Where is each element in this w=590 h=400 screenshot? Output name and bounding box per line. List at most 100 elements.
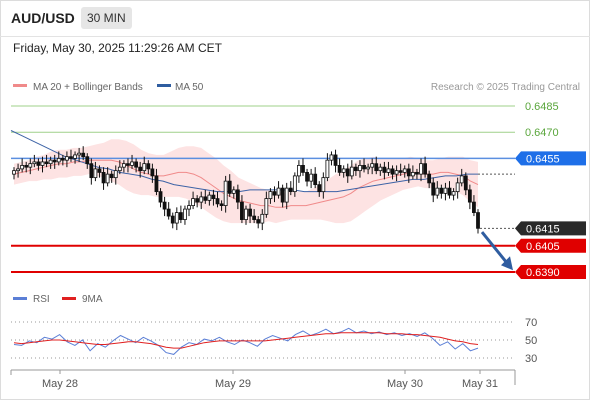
- bearish-candle-body: [431, 182, 436, 196]
- chart-datetime: Friday, May 30, 2025 11:29:26 AM CET: [13, 41, 222, 55]
- bullish-candle-body: [56, 158, 61, 163]
- bullish-candle-body: [378, 166, 383, 172]
- bullish-candle-body: [191, 198, 195, 206]
- current-price-tag: [515, 221, 586, 236]
- candle: [386, 161, 391, 176]
- candle: [313, 167, 318, 189]
- candle: [77, 147, 82, 162]
- bearish-candle-body: [463, 175, 468, 191]
- candle: [443, 182, 448, 201]
- bearish-candle-body: [44, 161, 49, 165]
- bearish-candle-body: [337, 165, 342, 173]
- bearish-candle-body: [467, 189, 472, 203]
- candle: [117, 160, 122, 175]
- candle: [406, 163, 411, 183]
- legend-label-ma20: MA 20 + Bollinger Bands: [33, 82, 143, 93]
- level-label: 0.6405: [526, 241, 560, 253]
- candle: [227, 174, 232, 197]
- bullish-candle-body: [370, 163, 375, 168]
- x-axis-tick-label: May 29: [215, 378, 251, 390]
- candle: [345, 163, 350, 183]
- candle: [467, 184, 472, 210]
- bullish-candle-body: [183, 208, 187, 220]
- level-label: 0.6455: [526, 153, 560, 165]
- candle: [142, 156, 147, 175]
- bullish-candle-body: [20, 165, 25, 170]
- candle: [69, 149, 73, 162]
- bullish-candle-body: [199, 196, 204, 203]
- bearish-candle-body: [406, 168, 411, 177]
- candle: [248, 203, 252, 224]
- bullish-candle-body: [455, 182, 460, 193]
- x-axis-tick-label: May 31: [462, 378, 498, 390]
- candle: [419, 158, 423, 182]
- bearish-candle-body: [305, 171, 309, 182]
- bearish-candle-body: [101, 171, 106, 184]
- support-level-tag: [515, 238, 586, 253]
- bearish-candle-body: [362, 165, 366, 170]
- candle: [130, 154, 134, 169]
- candle: [223, 175, 228, 213]
- bullish-candle-body: [394, 170, 399, 175]
- bearish-candle-body: [256, 219, 261, 224]
- x-axis-tick-label: May 28: [42, 378, 78, 390]
- bullish-candle-body: [419, 163, 423, 175]
- bullish-candle-body: [341, 168, 346, 173]
- bearish-candle-body: [126, 163, 130, 166]
- bearish-candle-body: [109, 173, 114, 179]
- candle: [349, 160, 354, 180]
- candle: [256, 216, 261, 229]
- rsi-level-label: 30: [525, 353, 537, 365]
- bearish-candle-body: [427, 173, 432, 184]
- candle: [264, 191, 269, 218]
- bullish-candle-body: [28, 163, 33, 168]
- bearish-candle-body: [178, 212, 183, 220]
- candle: [166, 202, 171, 220]
- candle: [260, 209, 265, 231]
- bullish-candle-body: [292, 175, 297, 193]
- legend-swatch-ma50: [157, 84, 171, 87]
- candle: [48, 156, 53, 169]
- bullish-candle-body: [451, 191, 456, 196]
- candle: [195, 195, 200, 208]
- candle: [244, 205, 248, 225]
- bullish-candle-body: [12, 170, 16, 175]
- candle: [113, 165, 118, 185]
- bullish-candle-body: [207, 194, 212, 201]
- candle: [207, 191, 212, 206]
- bullish-candle-body: [268, 191, 273, 200]
- bullish-candle-body: [93, 168, 98, 179]
- level-label: 0.6415: [526, 223, 560, 235]
- candle: [20, 158, 25, 173]
- bullish-candle-body: [130, 161, 134, 166]
- legend-label-ma50: MA 50: [175, 82, 204, 93]
- candle: [353, 163, 358, 176]
- level-label: 0.6390: [526, 267, 560, 279]
- candle: [321, 172, 326, 199]
- bearish-candle-body: [301, 165, 305, 173]
- bearish-candle-body: [423, 163, 427, 175]
- candle: [24, 161, 29, 173]
- candle: [276, 181, 281, 199]
- candle: [370, 158, 375, 175]
- x-axis-tick-label: May 30: [387, 378, 423, 390]
- bearish-candle-body: [280, 187, 285, 203]
- candle: [374, 156, 379, 175]
- bullish-candle-body: [402, 168, 407, 173]
- candle: [199, 191, 204, 210]
- chart-credit: Research © 2025 Trading Central: [431, 82, 580, 93]
- timeframe-badge[interactable]: 30 MIN: [81, 7, 132, 29]
- candle: [435, 181, 440, 199]
- bearish-candle-body: [24, 165, 29, 168]
- candle: [89, 158, 94, 185]
- candle: [252, 209, 257, 224]
- bearish-candle-body: [211, 194, 216, 200]
- candle: [219, 200, 224, 211]
- candle: [85, 153, 90, 169]
- candle: [16, 163, 20, 178]
- bearish-candle-body: [374, 163, 379, 172]
- candle: [56, 151, 61, 166]
- candle: [109, 170, 114, 183]
- bearish-candle-body: [472, 201, 476, 213]
